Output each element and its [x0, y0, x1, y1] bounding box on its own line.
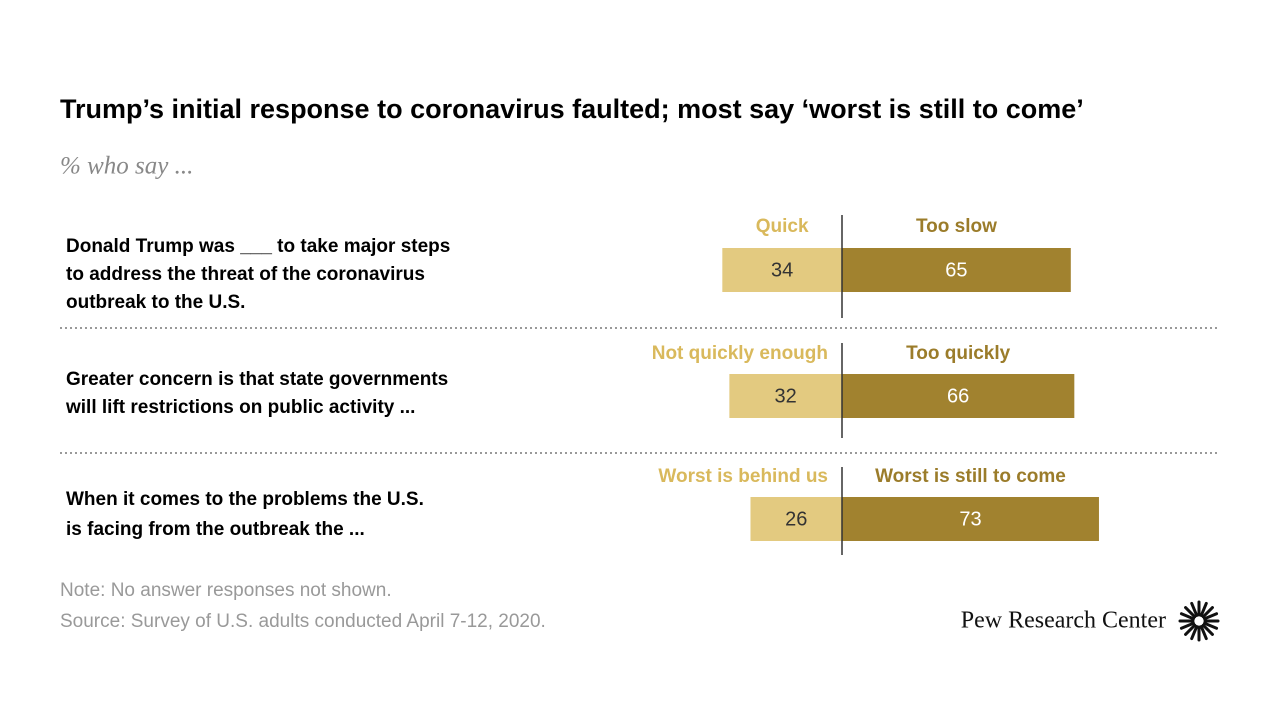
question-text: When it comes to the problems the U.S. [66, 489, 424, 510]
category-label: Too slow [916, 216, 997, 237]
logo-icon [1178, 600, 1220, 642]
brand: Pew Research Center [961, 608, 1166, 634]
logo-ray [1184, 623, 1197, 636]
question-text: Greater concern is that state government… [66, 369, 448, 390]
logo-ray [1201, 606, 1214, 619]
bar [842, 374, 1075, 418]
chart-title: Trump’s initial response to coronavirus … [60, 94, 1084, 124]
question-text: is facing from the outbreak the ... [66, 519, 365, 540]
logo-ray [1203, 612, 1219, 621]
value-label: 26 [785, 508, 807, 530]
question-text: outbreak to the U.S. [66, 292, 245, 313]
category-label: Not quickly enough [652, 343, 828, 364]
bar [750, 497, 842, 541]
value-label: 32 [775, 385, 797, 407]
category-label: Worst is behind us [658, 466, 828, 487]
logo-ray [1201, 623, 1214, 636]
note: Note: No answer responses not shown. [60, 580, 392, 601]
bar [722, 248, 842, 292]
question-text: will lift restrictions on public activit… [65, 397, 415, 418]
logo-ray [1199, 625, 1208, 641]
logo-ray [1179, 621, 1195, 630]
logo-ray [1179, 612, 1195, 621]
logo-ray [1190, 601, 1199, 617]
source: Source: Survey of U.S. adults conducted … [60, 611, 546, 632]
value-label: 65 [945, 259, 967, 281]
question-text: to address the threat of the coronavirus [66, 264, 425, 285]
value-label: 73 [959, 508, 981, 530]
question-text: Donald Trump was ___ to take major steps [66, 236, 450, 257]
category-label: Quick [756, 216, 809, 237]
bar [842, 497, 1099, 541]
logo-ray [1190, 625, 1199, 641]
category-label: Too quickly [906, 343, 1011, 364]
bar [729, 374, 842, 418]
value-label: 66 [947, 385, 969, 407]
chart-subtitle: % who say ... [60, 153, 193, 180]
bar [842, 248, 1071, 292]
value-label: 34 [771, 259, 793, 281]
category-label: Worst is still to come [875, 466, 1066, 487]
logo-ray [1199, 601, 1208, 617]
logo-ray [1184, 606, 1197, 619]
logo-ray [1203, 621, 1219, 630]
